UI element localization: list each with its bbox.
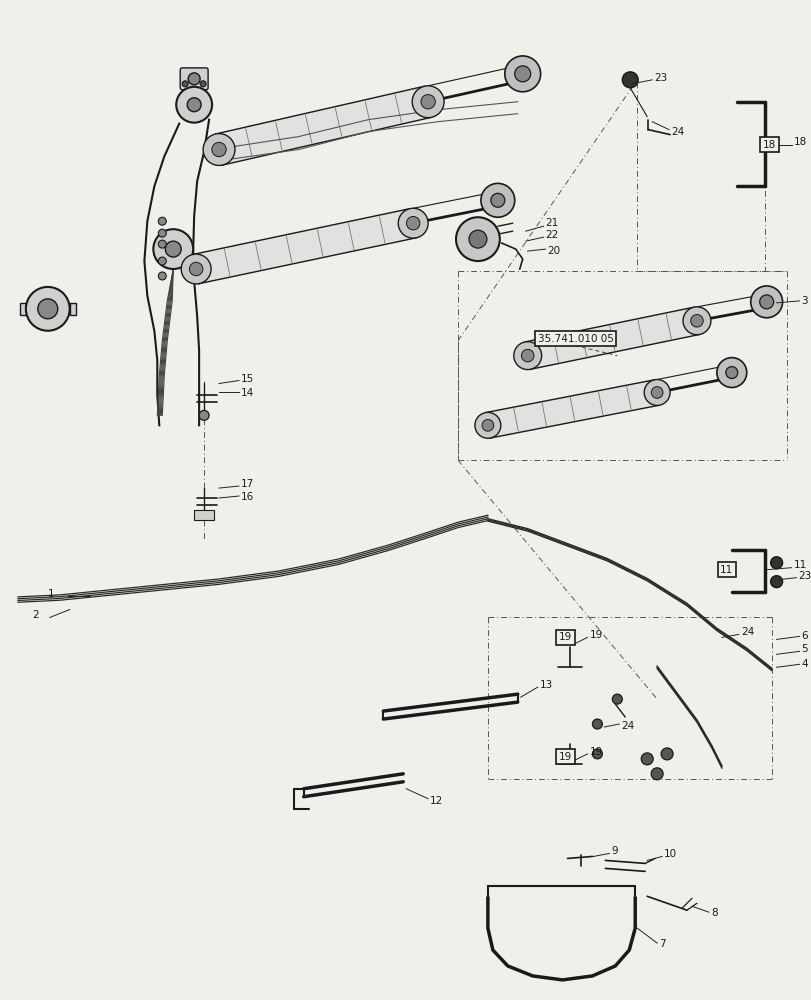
Text: 11: 11 — [719, 565, 732, 575]
Text: 23: 23 — [797, 571, 811, 581]
Circle shape — [592, 719, 602, 729]
Circle shape — [650, 387, 662, 398]
Text: 21: 21 — [545, 218, 558, 228]
Circle shape — [716, 358, 746, 387]
Polygon shape — [524, 307, 699, 369]
Text: 2: 2 — [32, 610, 38, 620]
Circle shape — [770, 557, 782, 569]
Circle shape — [26, 287, 70, 331]
Text: 14: 14 — [241, 388, 254, 398]
Text: 10: 10 — [663, 849, 676, 859]
Text: 8: 8 — [710, 908, 717, 918]
FancyBboxPatch shape — [180, 68, 208, 90]
Circle shape — [621, 72, 637, 88]
Circle shape — [650, 768, 663, 780]
Circle shape — [158, 217, 166, 225]
Circle shape — [176, 87, 212, 123]
Text: 19: 19 — [558, 752, 572, 762]
Circle shape — [182, 81, 188, 87]
Circle shape — [514, 66, 530, 82]
Circle shape — [770, 576, 782, 588]
Polygon shape — [193, 209, 416, 284]
Text: 19: 19 — [589, 630, 602, 640]
Text: 17: 17 — [241, 479, 254, 489]
Circle shape — [611, 694, 621, 704]
Circle shape — [212, 142, 226, 157]
Bar — [20, 303, 26, 315]
Circle shape — [474, 412, 500, 438]
Text: 24: 24 — [740, 627, 753, 637]
Text: 16: 16 — [241, 492, 254, 502]
Text: 9: 9 — [611, 846, 617, 856]
Text: 6: 6 — [800, 631, 807, 641]
Circle shape — [181, 254, 211, 284]
Circle shape — [200, 81, 206, 87]
Bar — [70, 303, 75, 315]
Circle shape — [725, 367, 737, 379]
Circle shape — [420, 95, 435, 109]
Text: 15: 15 — [241, 374, 254, 384]
Circle shape — [521, 349, 534, 362]
Circle shape — [491, 193, 504, 207]
Circle shape — [750, 286, 782, 318]
Circle shape — [513, 342, 541, 370]
Circle shape — [504, 56, 540, 92]
Circle shape — [38, 299, 58, 319]
Circle shape — [153, 229, 193, 269]
Text: 11: 11 — [792, 560, 806, 570]
Circle shape — [412, 86, 444, 118]
Text: 24: 24 — [670, 127, 684, 137]
Circle shape — [482, 420, 493, 431]
Text: 4: 4 — [800, 659, 807, 669]
Circle shape — [158, 240, 166, 248]
Circle shape — [660, 748, 672, 760]
Circle shape — [641, 753, 652, 765]
Text: 22: 22 — [545, 230, 558, 240]
Text: 1: 1 — [48, 589, 54, 599]
Circle shape — [165, 241, 181, 257]
Circle shape — [158, 229, 166, 237]
Text: 18: 18 — [792, 137, 806, 147]
Text: 3: 3 — [800, 296, 807, 306]
Text: 19: 19 — [589, 747, 602, 757]
Circle shape — [158, 272, 166, 280]
Circle shape — [469, 230, 487, 248]
Circle shape — [406, 216, 419, 230]
Text: 18: 18 — [762, 140, 775, 150]
Text: 24: 24 — [620, 721, 633, 731]
Circle shape — [759, 295, 773, 309]
Circle shape — [158, 257, 166, 265]
Circle shape — [690, 315, 702, 327]
Polygon shape — [485, 380, 659, 438]
Circle shape — [480, 183, 514, 217]
Circle shape — [643, 380, 669, 405]
Text: 5: 5 — [800, 644, 807, 654]
Circle shape — [456, 217, 500, 261]
Circle shape — [682, 307, 710, 335]
Circle shape — [203, 134, 234, 165]
Text: 19: 19 — [558, 632, 572, 642]
Circle shape — [592, 749, 602, 759]
Circle shape — [397, 208, 427, 238]
Text: 20: 20 — [547, 246, 560, 256]
Circle shape — [188, 73, 200, 85]
Bar — [194, 510, 214, 520]
Circle shape — [187, 98, 201, 112]
Text: 13: 13 — [539, 680, 552, 690]
Text: 23: 23 — [654, 73, 667, 83]
Polygon shape — [215, 86, 431, 165]
Text: 7: 7 — [659, 939, 665, 949]
Text: 35.741.010 05: 35.741.010 05 — [537, 334, 612, 344]
Circle shape — [189, 262, 203, 276]
Text: 12: 12 — [430, 796, 443, 806]
Circle shape — [199, 410, 208, 420]
